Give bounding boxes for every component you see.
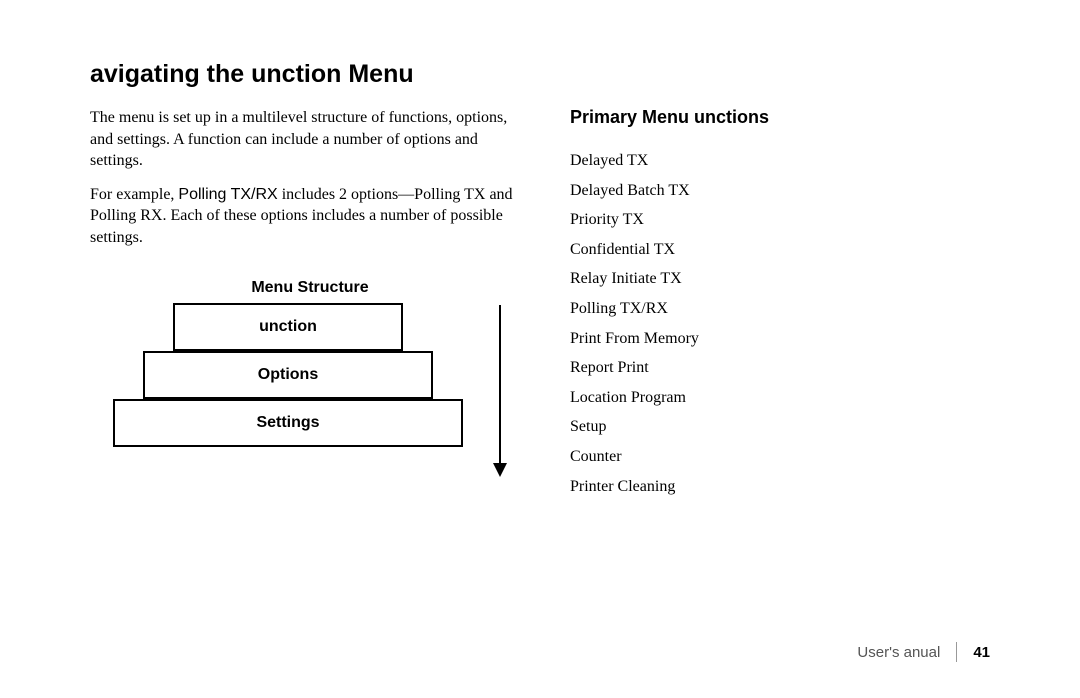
list-item: Report Print	[570, 353, 990, 383]
list-item: Priority TX	[570, 205, 990, 235]
list-item: Print From Memory	[570, 324, 990, 354]
left-column: The menu is set up in a multilevel struc…	[90, 107, 530, 501]
intro-paragraph-1: The menu is set up in a multilevel struc…	[90, 107, 530, 172]
arrow-head	[493, 463, 507, 477]
list-item: Polling TX/RX	[570, 294, 990, 324]
arrow-shaft	[499, 305, 501, 463]
list-item: Counter	[570, 442, 990, 472]
primary-menu-heading: Primary Menu unctions	[570, 107, 990, 128]
p2-text-a: For example,	[90, 186, 178, 203]
diagram-title: Menu Structure	[90, 279, 530, 297]
footer-divider	[956, 642, 957, 662]
list-item: Relay Initiate TX	[570, 264, 990, 294]
list-item: Setup	[570, 412, 990, 442]
primary-menu-list: Delayed TX Delayed Batch TX Priority TX …	[570, 146, 990, 501]
right-column: Primary Menu unctions Delayed TX Delayed…	[570, 107, 990, 501]
list-item: Delayed TX	[570, 146, 990, 176]
footer-label: User's anual	[857, 644, 940, 661]
page-number: 41	[973, 644, 990, 661]
tier-options: Options	[143, 351, 433, 399]
menu-structure-diagram: unction Options Settings	[90, 303, 530, 477]
page-title: avigating the unction Menu	[90, 60, 990, 89]
page-footer: User's anual 41	[857, 642, 990, 662]
list-item: Confidential TX	[570, 235, 990, 265]
columns: The menu is set up in a multilevel struc…	[90, 107, 990, 501]
p2-code: Polling TX/RX	[178, 186, 277, 203]
page: avigating the unction Menu The menu is s…	[0, 0, 1080, 698]
list-item: Location Program	[570, 383, 990, 413]
intro-paragraph-2: For example, Polling TX/RX includes 2 op…	[90, 184, 530, 249]
tier-stack: unction Options Settings	[113, 303, 463, 447]
down-arrow-icon	[493, 305, 507, 477]
tier-function: unction	[173, 303, 403, 351]
list-item: Printer Cleaning	[570, 472, 990, 502]
list-item: Delayed Batch TX	[570, 176, 990, 206]
tier-settings: Settings	[113, 399, 463, 447]
